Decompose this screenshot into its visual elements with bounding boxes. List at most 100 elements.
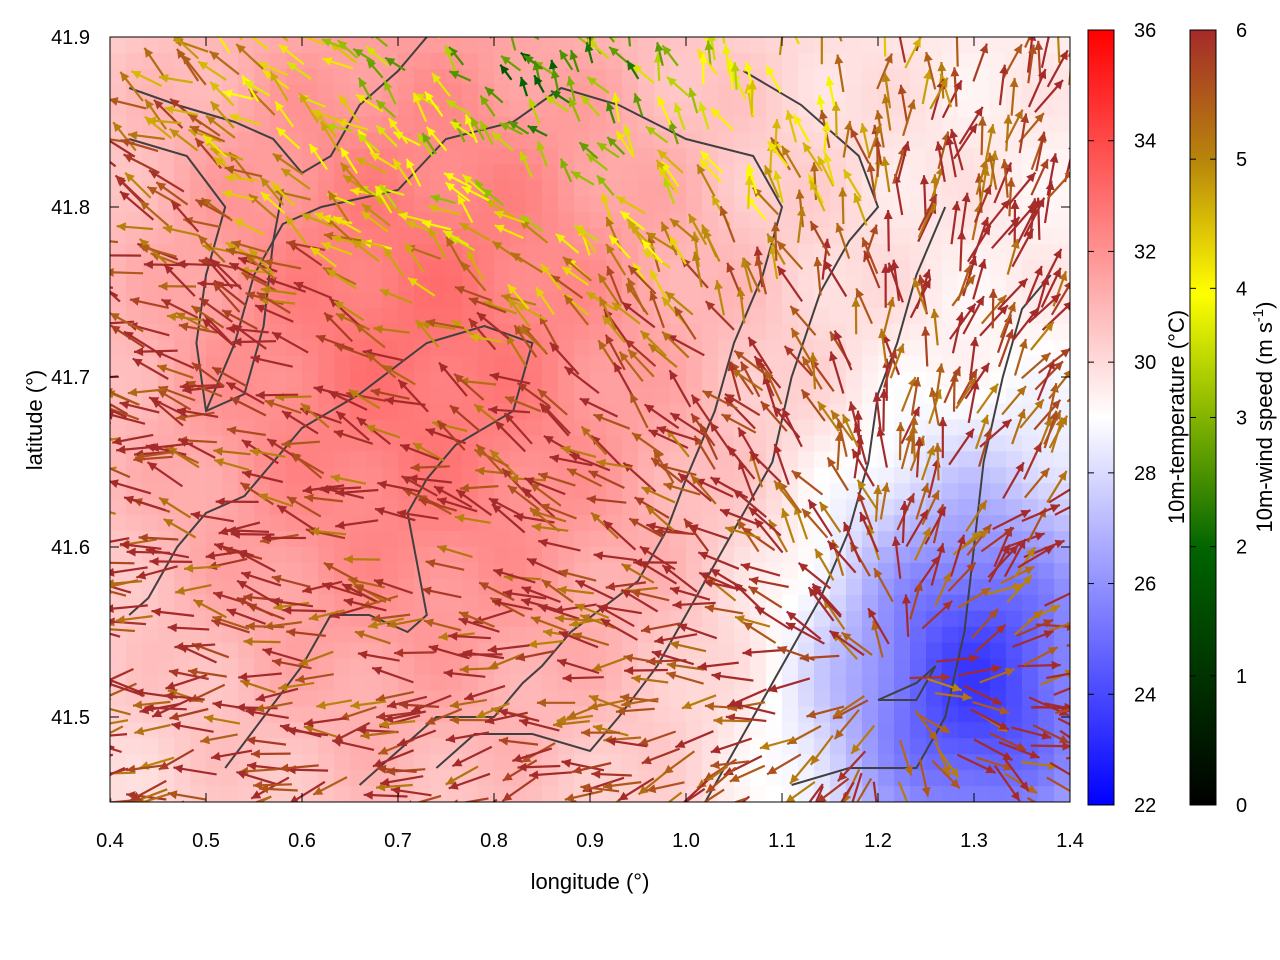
temperature-cell — [766, 547, 783, 564]
temperature-cell — [494, 228, 511, 245]
temperature-cell — [110, 483, 127, 500]
temperature-cell — [862, 323, 879, 341]
temperature-cell — [942, 307, 959, 325]
temperature-cell — [606, 180, 623, 197]
temperature-cell — [446, 355, 463, 373]
temperature-cell — [478, 212, 495, 229]
temperature-cell — [910, 84, 927, 102]
temperature-cell — [638, 690, 655, 707]
temperature-cell — [558, 499, 575, 516]
temperature-cell — [974, 674, 991, 691]
temperature-cell — [174, 292, 191, 309]
temperature-cell — [318, 674, 335, 691]
temperature-cell — [686, 276, 703, 293]
temperature-cell — [1022, 594, 1039, 612]
temperature-cell — [446, 594, 463, 612]
temperature-cell — [846, 307, 863, 325]
temperature-cell — [782, 292, 799, 309]
temperature-cell — [814, 164, 831, 181]
temperature-cell — [350, 371, 367, 389]
temperature-cell — [414, 196, 431, 213]
temperature-cell — [206, 435, 223, 452]
temperature-cell — [302, 132, 319, 150]
temperature-cell — [686, 52, 703, 70]
temperature-cell — [622, 435, 639, 452]
temperature-cell — [174, 499, 191, 516]
temperature-cell — [814, 68, 831, 86]
temperature-cell — [430, 387, 447, 405]
temperature-cell — [654, 610, 671, 628]
temperature-cell — [430, 164, 447, 181]
temperature-cell — [574, 642, 591, 660]
temperature-cell — [542, 180, 559, 197]
temperature-cell — [430, 738, 447, 755]
temperature-cell — [398, 148, 415, 166]
temperature-cell — [702, 307, 719, 325]
temperature-cell — [478, 228, 495, 245]
temperature-cell — [238, 100, 255, 118]
temperature-cell — [286, 292, 303, 309]
temperature-cell — [318, 84, 335, 102]
temperature-cell — [350, 658, 367, 676]
temperature-cell — [222, 770, 239, 787]
temperature-cell — [510, 196, 527, 213]
temperature-cell — [430, 37, 447, 54]
temperature-cell — [270, 562, 287, 580]
temperature-cell — [590, 387, 607, 405]
temperature-cell — [638, 467, 655, 484]
temperature-cell — [894, 228, 911, 245]
wind-vector-shaft — [110, 437, 113, 441]
temperature-cell — [574, 483, 591, 500]
temperature-cell — [334, 499, 351, 516]
temperature-cell — [686, 68, 703, 86]
temperature-cell — [926, 292, 943, 309]
temperature-cell — [846, 658, 863, 676]
temperature-cell — [750, 323, 767, 341]
temperature-cell — [606, 52, 623, 70]
temperature-cell — [910, 180, 927, 197]
temperature-cell — [846, 339, 863, 357]
temperature-cell — [238, 68, 255, 86]
temperature-cell — [670, 196, 687, 213]
temperature-cell — [590, 180, 607, 197]
temperature-cell — [718, 610, 735, 628]
temperature-cell — [734, 403, 751, 421]
temperature-cell — [158, 307, 175, 325]
temperature-cell — [286, 148, 303, 166]
temperature-cell — [926, 642, 943, 660]
wind-vector-head — [80, 502, 90, 511]
temperature-cell — [622, 754, 639, 771]
temperature-cell — [958, 100, 975, 118]
temperature-cell — [894, 371, 911, 389]
temperature-cell — [670, 260, 687, 277]
temperature-cell — [366, 658, 383, 676]
temperature-cell — [670, 451, 687, 468]
temperature-cell — [606, 642, 623, 660]
temperature-cell — [718, 642, 735, 660]
temperature-cell — [1006, 690, 1023, 707]
temperature-cell — [478, 515, 495, 532]
temperature-cell — [798, 594, 815, 612]
temperature-cell — [462, 355, 479, 373]
temperature-cell — [430, 674, 447, 691]
temperature-cell — [590, 307, 607, 325]
temperature-cell — [254, 212, 271, 229]
temperature-cell — [542, 419, 559, 436]
temperature-cell — [414, 674, 431, 691]
temperature-cell — [750, 116, 767, 134]
temperature-cell — [830, 658, 847, 676]
temperature-cell — [638, 387, 655, 405]
temperature-cell — [222, 403, 239, 421]
temperature-cell — [142, 658, 159, 676]
temperature-cell — [478, 690, 495, 707]
wind-vector-head — [89, 579, 99, 588]
temperature-cell — [942, 467, 959, 484]
temperature-cell — [862, 562, 879, 580]
temperature-cell — [558, 371, 575, 389]
temperature-cell — [878, 148, 895, 166]
temperature-cell — [286, 100, 303, 118]
temperature-cell — [942, 403, 959, 421]
temperature-cell — [222, 626, 239, 644]
temperature-cell — [814, 339, 831, 357]
temperature-cell — [478, 68, 495, 86]
